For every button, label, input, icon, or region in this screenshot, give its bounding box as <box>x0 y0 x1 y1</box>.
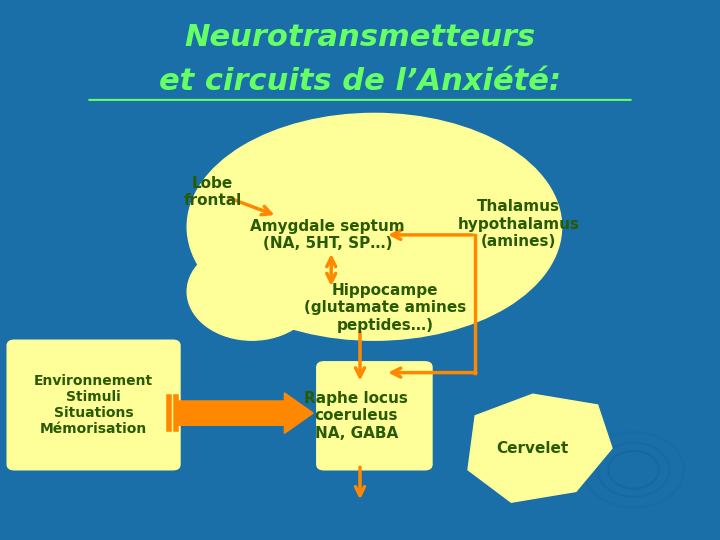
Text: Hippocampe
(glutamate amines
peptides…): Hippocampe (glutamate amines peptides…) <box>304 283 467 333</box>
Text: Lobe
frontal: Lobe frontal <box>184 176 241 208</box>
Text: Cervelet: Cervelet <box>497 441 569 456</box>
Ellipse shape <box>187 243 317 340</box>
Text: Raphe locus
coeruleus
NA, GABA: Raphe locus coeruleus NA, GABA <box>305 391 408 441</box>
FancyArrow shape <box>176 393 313 433</box>
Text: Environnement
Stimuli
Situations
Mémorisation: Environnement Stimuli Situations Mémoris… <box>34 374 153 436</box>
Text: et circuits de l’Anxiété:: et circuits de l’Anxiété: <box>159 66 561 96</box>
Text: Neurotransmetteurs: Neurotransmetteurs <box>184 23 536 52</box>
Text: Thalamus
hypothalamus
(amines): Thalamus hypothalamus (amines) <box>457 199 580 249</box>
Text: Amygdale septum
(NA, 5HT, SP…): Amygdale septum (NA, 5HT, SP…) <box>251 219 405 251</box>
FancyBboxPatch shape <box>7 340 180 470</box>
Polygon shape <box>468 394 612 502</box>
FancyBboxPatch shape <box>317 362 432 470</box>
Ellipse shape <box>187 113 562 340</box>
